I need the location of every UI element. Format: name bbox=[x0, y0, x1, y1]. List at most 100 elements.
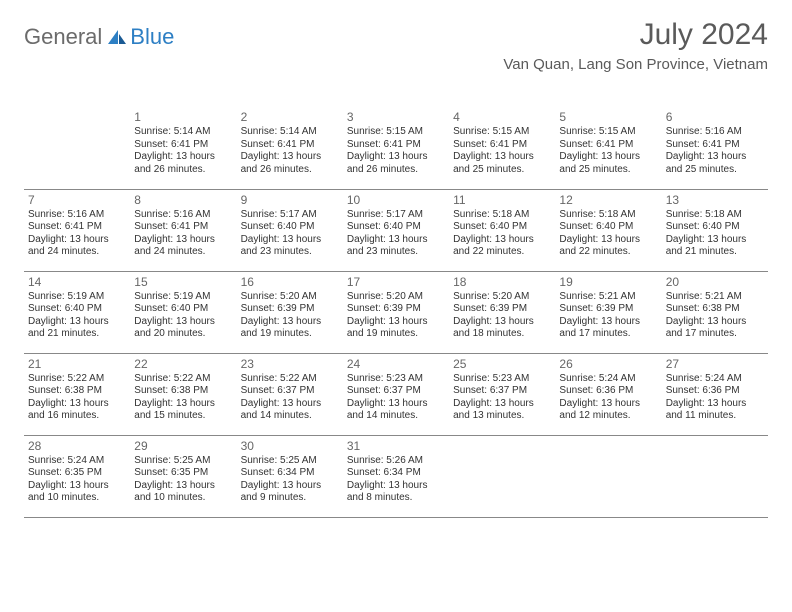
daylight-line-1: Daylight: 13 hours bbox=[347, 316, 445, 329]
calendar-day-cell: 9Sunrise: 5:17 AMSunset: 6:40 PMDaylight… bbox=[237, 189, 343, 271]
daylight-line-2: and 23 minutes. bbox=[241, 246, 339, 259]
day-number: 29 bbox=[134, 439, 232, 454]
weekday-header: Tuesday bbox=[237, 85, 343, 107]
calendar-day-cell: 6Sunrise: 5:16 AMSunset: 6:41 PMDaylight… bbox=[662, 107, 768, 189]
day-number: 21 bbox=[28, 357, 126, 372]
day-number: 26 bbox=[559, 357, 657, 372]
day-number: 25 bbox=[453, 357, 551, 372]
weekday-header: Friday bbox=[555, 85, 661, 107]
sunset-line: Sunset: 6:39 PM bbox=[347, 303, 445, 316]
daylight-line-1: Daylight: 13 hours bbox=[559, 398, 657, 411]
daylight-line-1: Daylight: 13 hours bbox=[134, 480, 232, 493]
sunset-line: Sunset: 6:41 PM bbox=[28, 221, 126, 234]
daylight-line-1: Daylight: 13 hours bbox=[347, 398, 445, 411]
daylight-line-2: and 12 minutes. bbox=[559, 410, 657, 423]
day-number: 19 bbox=[559, 275, 657, 290]
sunset-line: Sunset: 6:38 PM bbox=[666, 303, 764, 316]
daylight-line-1: Daylight: 13 hours bbox=[134, 151, 232, 164]
calendar-day-cell: 10Sunrise: 5:17 AMSunset: 6:40 PMDayligh… bbox=[343, 189, 449, 271]
daylight-line-2: and 14 minutes. bbox=[241, 410, 339, 423]
sunrise-line: Sunrise: 5:19 AM bbox=[134, 291, 232, 304]
sunrise-line: Sunrise: 5:24 AM bbox=[28, 455, 126, 468]
daylight-line-2: and 18 minutes. bbox=[453, 328, 551, 341]
daylight-line-1: Daylight: 13 hours bbox=[559, 316, 657, 329]
calendar-week-row: 21Sunrise: 5:22 AMSunset: 6:38 PMDayligh… bbox=[24, 353, 768, 435]
daylight-line-2: and 22 minutes. bbox=[559, 246, 657, 259]
daylight-line-2: and 9 minutes. bbox=[241, 492, 339, 505]
daylight-line-1: Daylight: 13 hours bbox=[241, 151, 339, 164]
day-number: 7 bbox=[28, 193, 126, 208]
sunset-line: Sunset: 6:40 PM bbox=[347, 221, 445, 234]
day-number: 5 bbox=[559, 110, 657, 125]
day-number: 17 bbox=[347, 275, 445, 290]
sunset-line: Sunset: 6:41 PM bbox=[666, 139, 764, 152]
sunset-line: Sunset: 6:41 PM bbox=[347, 139, 445, 152]
daylight-line-2: and 26 minutes. bbox=[241, 164, 339, 177]
weekday-header: Wednesday bbox=[343, 85, 449, 107]
calendar-day-cell: 30Sunrise: 5:25 AMSunset: 6:34 PMDayligh… bbox=[237, 435, 343, 517]
calendar-day-cell bbox=[555, 435, 661, 517]
daylight-line-2: and 19 minutes. bbox=[347, 328, 445, 341]
day-number: 11 bbox=[453, 193, 551, 208]
sail-icon bbox=[106, 28, 128, 46]
sunrise-line: Sunrise: 5:25 AM bbox=[134, 455, 232, 468]
brand-logo: General Blue bbox=[24, 24, 174, 50]
calendar-day-cell: 23Sunrise: 5:22 AMSunset: 6:37 PMDayligh… bbox=[237, 353, 343, 435]
calendar-table: SundayMondayTuesdayWednesdayThursdayFrid… bbox=[24, 85, 768, 518]
sunrise-line: Sunrise: 5:15 AM bbox=[453, 126, 551, 139]
daylight-line-2: and 17 minutes. bbox=[666, 328, 764, 341]
sunset-line: Sunset: 6:34 PM bbox=[241, 467, 339, 480]
day-number: 6 bbox=[666, 110, 764, 125]
weekday-header-row: SundayMondayTuesdayWednesdayThursdayFrid… bbox=[24, 85, 768, 107]
brand-part2: Blue bbox=[130, 24, 174, 50]
sunrise-line: Sunrise: 5:22 AM bbox=[134, 373, 232, 386]
daylight-line-1: Daylight: 13 hours bbox=[453, 234, 551, 247]
calendar-week-row: 28Sunrise: 5:24 AMSunset: 6:35 PMDayligh… bbox=[24, 435, 768, 517]
sunset-line: Sunset: 6:40 PM bbox=[241, 221, 339, 234]
calendar-day-cell bbox=[24, 107, 130, 189]
weekday-header: Monday bbox=[130, 85, 236, 107]
daylight-line-1: Daylight: 13 hours bbox=[559, 234, 657, 247]
sunset-line: Sunset: 6:40 PM bbox=[134, 303, 232, 316]
sunrise-line: Sunrise: 5:17 AM bbox=[347, 209, 445, 222]
daylight-line-2: and 16 minutes. bbox=[28, 410, 126, 423]
sunset-line: Sunset: 6:41 PM bbox=[241, 139, 339, 152]
sunrise-line: Sunrise: 5:16 AM bbox=[28, 209, 126, 222]
sunset-line: Sunset: 6:39 PM bbox=[559, 303, 657, 316]
calendar-day-cell: 21Sunrise: 5:22 AMSunset: 6:38 PMDayligh… bbox=[24, 353, 130, 435]
day-number: 12 bbox=[559, 193, 657, 208]
day-number: 23 bbox=[241, 357, 339, 372]
sunrise-line: Sunrise: 5:26 AM bbox=[347, 455, 445, 468]
sunrise-line: Sunrise: 5:21 AM bbox=[559, 291, 657, 304]
daylight-line-1: Daylight: 13 hours bbox=[241, 398, 339, 411]
calendar-day-cell: 19Sunrise: 5:21 AMSunset: 6:39 PMDayligh… bbox=[555, 271, 661, 353]
daylight-line-1: Daylight: 13 hours bbox=[28, 316, 126, 329]
daylight-line-1: Daylight: 13 hours bbox=[666, 316, 764, 329]
sunrise-line: Sunrise: 5:20 AM bbox=[453, 291, 551, 304]
calendar-week-row: 7Sunrise: 5:16 AMSunset: 6:41 PMDaylight… bbox=[24, 189, 768, 271]
sunset-line: Sunset: 6:41 PM bbox=[559, 139, 657, 152]
sunset-line: Sunset: 6:41 PM bbox=[134, 139, 232, 152]
weekday-header: Thursday bbox=[449, 85, 555, 107]
sunset-line: Sunset: 6:41 PM bbox=[134, 221, 232, 234]
day-number: 20 bbox=[666, 275, 764, 290]
sunrise-line: Sunrise: 5:18 AM bbox=[559, 209, 657, 222]
sunset-line: Sunset: 6:37 PM bbox=[347, 385, 445, 398]
day-number: 8 bbox=[134, 193, 232, 208]
daylight-line-1: Daylight: 13 hours bbox=[28, 480, 126, 493]
day-number: 27 bbox=[666, 357, 764, 372]
day-number: 3 bbox=[347, 110, 445, 125]
day-number: 24 bbox=[347, 357, 445, 372]
day-number: 31 bbox=[347, 439, 445, 454]
calendar-day-cell: 13Sunrise: 5:18 AMSunset: 6:40 PMDayligh… bbox=[662, 189, 768, 271]
calendar-day-cell: 20Sunrise: 5:21 AMSunset: 6:38 PMDayligh… bbox=[662, 271, 768, 353]
sunrise-line: Sunrise: 5:20 AM bbox=[241, 291, 339, 304]
sunset-line: Sunset: 6:36 PM bbox=[559, 385, 657, 398]
calendar-day-cell: 28Sunrise: 5:24 AMSunset: 6:35 PMDayligh… bbox=[24, 435, 130, 517]
daylight-line-1: Daylight: 13 hours bbox=[666, 398, 764, 411]
daylight-line-2: and 20 minutes. bbox=[134, 328, 232, 341]
daylight-line-2: and 13 minutes. bbox=[453, 410, 551, 423]
daylight-line-2: and 10 minutes. bbox=[134, 492, 232, 505]
day-number: 13 bbox=[666, 193, 764, 208]
daylight-line-2: and 23 minutes. bbox=[347, 246, 445, 259]
